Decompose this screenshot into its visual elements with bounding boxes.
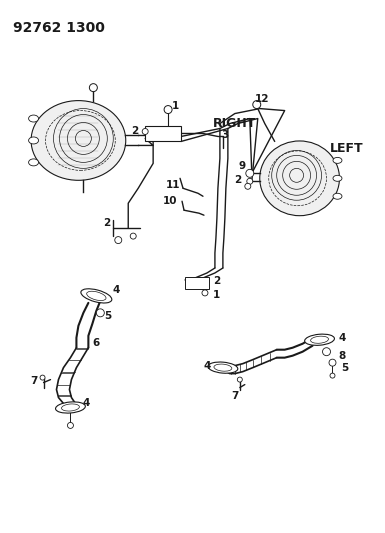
Text: 5: 5: [341, 362, 348, 373]
Circle shape: [330, 373, 335, 378]
Bar: [185, 277, 209, 289]
Ellipse shape: [81, 289, 112, 303]
Circle shape: [89, 84, 97, 92]
Ellipse shape: [208, 362, 238, 373]
Text: 10: 10: [163, 196, 177, 206]
Circle shape: [142, 128, 148, 134]
Circle shape: [253, 101, 261, 109]
Text: RIGHT: RIGHT: [213, 117, 256, 130]
Circle shape: [247, 179, 253, 184]
Text: 1: 1: [171, 101, 179, 110]
Circle shape: [40, 375, 45, 380]
Ellipse shape: [28, 115, 38, 122]
Text: LEFT: LEFT: [330, 142, 363, 155]
Bar: [145, 125, 181, 141]
Circle shape: [130, 233, 136, 239]
Text: 2: 2: [213, 276, 221, 286]
Text: 9: 9: [238, 161, 245, 172]
Ellipse shape: [31, 101, 126, 180]
Circle shape: [246, 169, 254, 177]
Ellipse shape: [333, 175, 342, 181]
Circle shape: [115, 237, 122, 244]
Circle shape: [237, 377, 242, 382]
Text: 11: 11: [166, 180, 180, 190]
Text: 4: 4: [112, 285, 120, 295]
Text: 4: 4: [203, 361, 211, 370]
Circle shape: [164, 106, 172, 114]
Text: 7: 7: [30, 376, 37, 385]
Text: 2: 2: [103, 218, 110, 228]
Text: 2: 2: [132, 126, 139, 136]
Circle shape: [202, 290, 208, 296]
Circle shape: [329, 359, 336, 366]
Text: 2: 2: [234, 175, 241, 185]
Ellipse shape: [260, 141, 340, 216]
Ellipse shape: [55, 402, 85, 413]
Ellipse shape: [28, 137, 38, 144]
Circle shape: [96, 309, 104, 317]
Text: 7: 7: [231, 391, 239, 400]
Text: 4: 4: [83, 398, 90, 408]
Ellipse shape: [333, 157, 342, 164]
Circle shape: [245, 183, 251, 189]
Text: 12: 12: [254, 94, 269, 103]
Text: 5: 5: [105, 311, 112, 321]
Ellipse shape: [305, 334, 335, 345]
Ellipse shape: [333, 193, 342, 199]
Text: 3: 3: [221, 131, 229, 141]
Text: 1: 1: [213, 290, 221, 300]
Text: 8: 8: [339, 351, 346, 361]
Ellipse shape: [28, 159, 38, 166]
Text: 6: 6: [93, 338, 100, 348]
Text: 92762 1300: 92762 1300: [13, 21, 104, 35]
Circle shape: [323, 348, 330, 356]
Circle shape: [67, 423, 74, 429]
Text: 4: 4: [339, 333, 346, 343]
